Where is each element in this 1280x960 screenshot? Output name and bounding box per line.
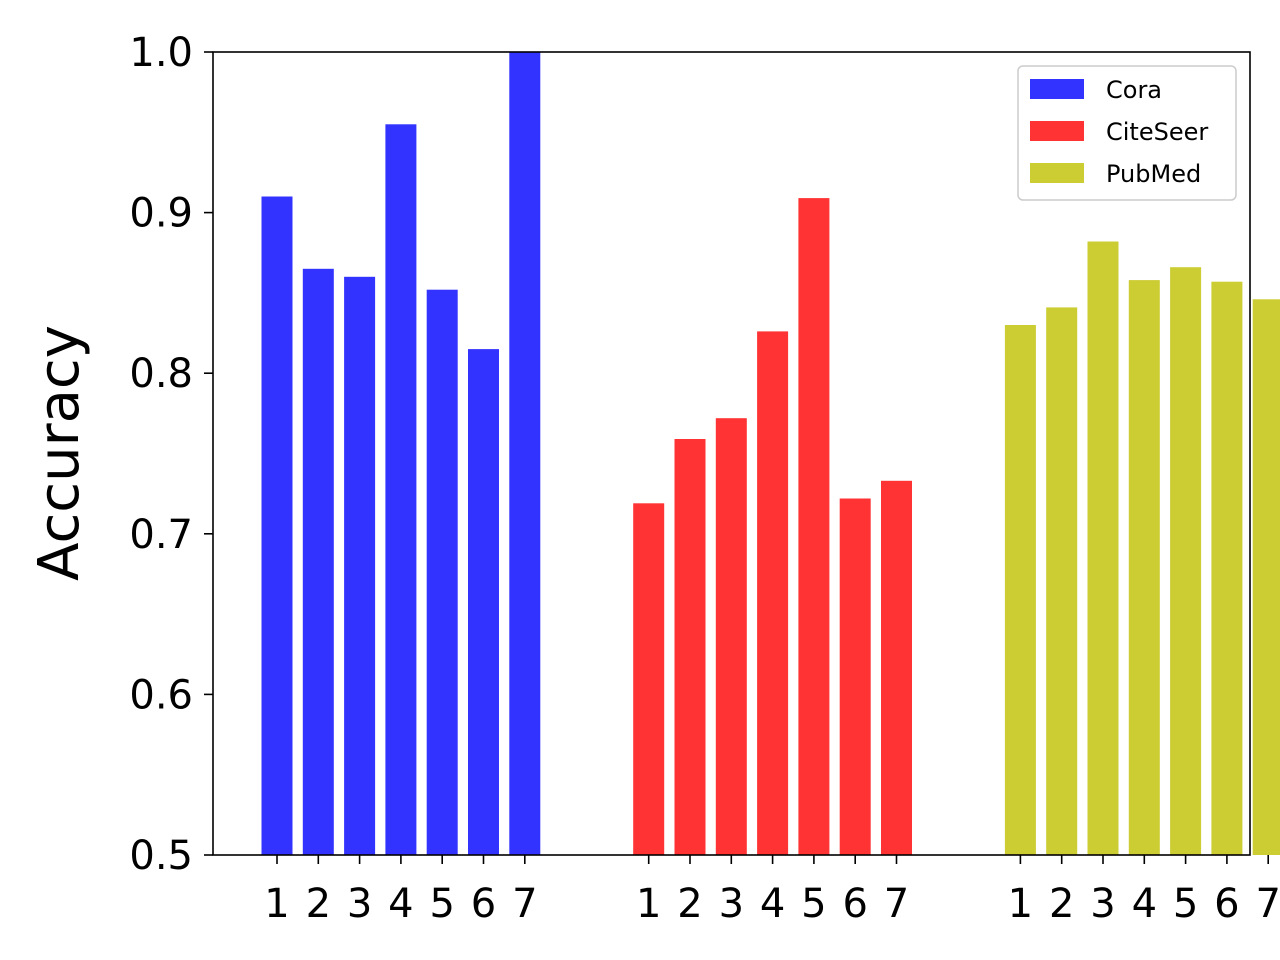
legend-swatch-cora [1030,79,1084,99]
y-tick-label: 0.6 [129,672,193,718]
x-tick-label: 1 [264,881,289,927]
bar-pubmed-1 [1004,325,1036,855]
bar-cora-1 [261,196,293,855]
bar-pubmed-2 [1046,307,1078,855]
bar-cora-4 [385,124,417,856]
x-tick-label: 5 [801,881,826,927]
bars-layer [261,52,1280,856]
x-tick-label: 2 [1049,881,1074,927]
x-tick-label: 1 [636,881,661,927]
x-tick-label: 7 [512,881,537,927]
bar-pubmed-5 [1170,267,1202,855]
legend-label-pubmed: PubMed [1106,160,1201,188]
bar-citeseer-5 [798,198,830,856]
x-tick-label: 6 [1214,881,1239,927]
bar-cora-6 [468,349,499,855]
y-axis: 0.5 0.6 0.7 0.8 0.9 1.0 [129,30,213,879]
y-tick-label: 0.8 [129,351,193,397]
legend-label-citeseer: CiteSeer [1106,118,1208,146]
bar-pubmed-7 [1252,299,1280,855]
bar-cora-3 [344,276,376,855]
legend-swatch-citeseer [1030,121,1084,141]
y-tick-label: 0.9 [129,191,193,237]
y-axis-label: Accuracy [27,325,92,581]
x-tick-label: 5 [1173,881,1198,927]
legend: Cora CiteSeer PubMed [1017,65,1237,201]
bar-citeseer-1 [633,503,665,855]
x-tick-label: 3 [1090,881,1115,927]
x-tick-label: 4 [760,881,785,927]
bar-pubmed-6 [1211,281,1243,855]
x-tick-label: 3 [719,881,744,927]
y-tick-label: 0.5 [129,833,193,879]
x-tick-label: 7 [1255,881,1280,927]
x-tick-label: 4 [388,881,413,927]
x-tick-label: 2 [306,881,331,927]
bar-pubmed-4 [1128,280,1160,856]
bar-citeseer-2 [674,439,706,855]
x-tick-label: 3 [347,881,372,927]
bar-citeseer-4 [757,331,789,855]
x-tick-label: 7 [884,881,909,927]
y-tick-label: 0.7 [129,512,193,558]
y-tick-label: 1.0 [129,30,193,76]
x-tick-label: 4 [1132,881,1157,927]
bar-cora-7 [509,52,541,855]
x-tick-label: 6 [471,881,496,927]
x-tick-label: 2 [677,881,702,927]
x-tick-label: 6 [842,881,867,927]
x-tick-label: 5 [429,881,454,927]
legend-label-cora: Cora [1106,76,1162,104]
bar-pubmed-3 [1087,241,1119,855]
bar-citeseer-7 [881,480,912,855]
x-tick-label: 1 [1008,881,1033,927]
bar-citeseer-3 [715,418,747,855]
bar-cora-5 [426,289,458,855]
legend-swatch-pubmed [1030,163,1084,183]
bar-cora-2 [302,268,334,855]
bar-citeseer-6 [839,498,871,855]
